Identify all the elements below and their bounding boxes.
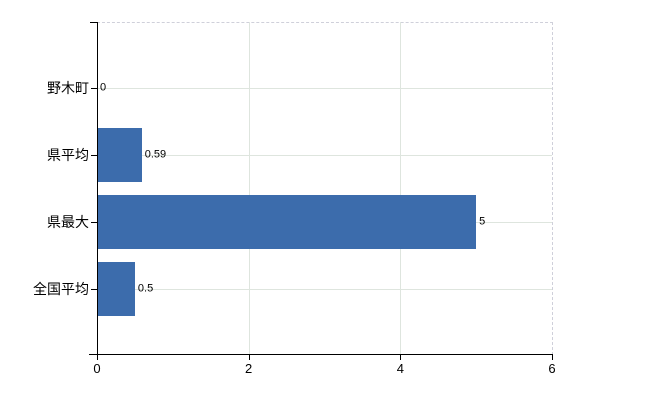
bar-value-label: 0: [100, 81, 107, 94]
y-axis-tick: [91, 88, 97, 89]
bar-segment: [97, 195, 477, 249]
plot-area: 0 0.59 5 0.5: [97, 22, 552, 355]
y-axis-end-tick: [90, 22, 97, 23]
plot-right-dashed-border: [552, 22, 553, 355]
x-axis-line: [89, 354, 552, 355]
y-axis-tick: [91, 289, 97, 290]
x-axis-tick: [552, 354, 553, 360]
category-label: 全国平均: [33, 281, 89, 297]
horizontal-gridline: [97, 155, 552, 156]
plot-top-dashed-border: [97, 22, 553, 23]
y-axis-tick: [91, 155, 97, 156]
x-axis-tick: [248, 354, 250, 360]
bar-value-label: 5: [479, 215, 486, 228]
x-axis-tick-label: 0: [93, 361, 101, 376]
category-label: 県最大: [47, 214, 89, 230]
x-axis-tick: [400, 354, 402, 360]
category-label: 野木町: [47, 80, 89, 96]
category-label: 県平均: [47, 147, 89, 163]
horizontal-gridline: [97, 289, 552, 290]
vertical-gridline: [400, 22, 402, 355]
x-axis-tick-label: 6: [548, 361, 556, 376]
y-axis-line: [97, 22, 98, 359]
x-axis-tick-label: 4: [396, 361, 404, 376]
bar-segment: [97, 128, 142, 182]
x-axis-tick: [97, 354, 98, 360]
horizontal-gridline: [97, 88, 552, 89]
x-axis-tick-label: 2: [245, 361, 253, 376]
bar-segment: [97, 262, 135, 316]
bar-value-label: 0.5: [137, 282, 154, 295]
y-axis-tick: [91, 222, 97, 223]
bar-value-label: 0.59: [144, 148, 167, 161]
vertical-gridline: [248, 22, 250, 355]
